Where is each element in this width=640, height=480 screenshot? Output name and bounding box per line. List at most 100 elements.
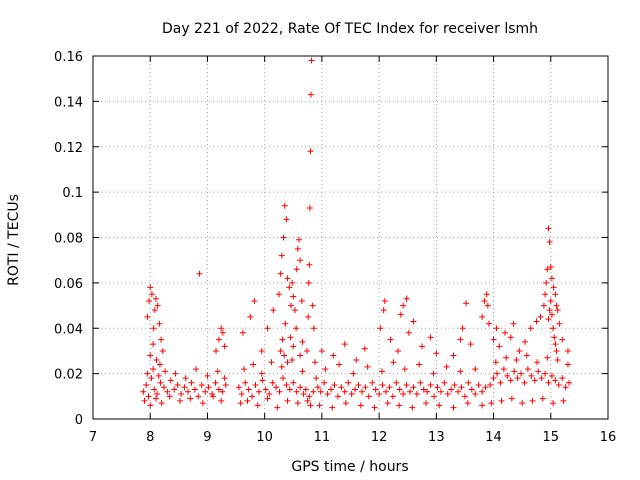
data-point: [174, 381, 181, 388]
data-point: [458, 384, 465, 391]
x-tick-label: 15: [543, 430, 560, 445]
data-point: [550, 284, 557, 291]
data-point: [182, 375, 189, 382]
data-point: [286, 284, 293, 291]
data-point: [424, 388, 431, 395]
data-point: [289, 357, 296, 364]
data-point: [221, 343, 228, 350]
data-point: [376, 391, 383, 398]
data-point: [242, 379, 249, 386]
data-point: [407, 388, 414, 395]
data-point: [548, 275, 555, 282]
data-point: [566, 379, 573, 386]
data-point: [237, 400, 244, 407]
data-point: [313, 375, 320, 382]
data-point: [275, 291, 282, 298]
x-tick-label: 16: [600, 430, 617, 445]
x-tick-label: 12: [371, 430, 388, 445]
data-point: [552, 377, 559, 384]
data-point: [266, 391, 273, 398]
data-point: [187, 395, 194, 402]
data-point: [417, 379, 424, 386]
data-points: [140, 57, 573, 411]
data-point: [148, 375, 155, 382]
data-point: [155, 372, 162, 379]
data-point: [455, 388, 462, 395]
data-point: [310, 325, 317, 332]
data-point: [198, 381, 205, 388]
data-point: [304, 347, 311, 354]
data-point: [188, 379, 195, 386]
data-point: [314, 384, 321, 391]
data-point: [213, 347, 220, 354]
axis-ticks: [92, 55, 609, 420]
data-point: [293, 325, 300, 332]
data-point: [160, 384, 167, 391]
data-point: [522, 338, 529, 345]
data-point: [270, 307, 277, 314]
data-point: [465, 379, 472, 386]
data-point: [396, 386, 403, 393]
data-point: [148, 291, 155, 298]
data-point: [397, 311, 404, 318]
data-point: [321, 379, 328, 386]
data-point: [443, 363, 450, 370]
data-point: [150, 341, 157, 348]
data-point: [362, 384, 369, 391]
data-point: [409, 404, 416, 411]
data-point: [472, 391, 479, 398]
data-point: [308, 57, 315, 64]
data-point: [269, 379, 276, 386]
data-point: [420, 386, 427, 393]
data-point: [508, 395, 515, 402]
data-point: [281, 202, 288, 209]
data-point: [156, 361, 163, 368]
data-point: [244, 397, 251, 404]
data-point: [249, 393, 256, 400]
data-point: [538, 375, 545, 382]
data-point: [297, 384, 304, 391]
data-point: [172, 370, 179, 377]
data-point: [245, 386, 252, 393]
data-point: [297, 352, 304, 359]
y-tick-labels: 0 0.02 0.04 0.06 0.08 0.1 0.12 0.14 0.16: [54, 50, 83, 428]
data-point: [559, 336, 566, 343]
data-point: [152, 395, 159, 402]
data-point: [497, 379, 504, 386]
data-point: [279, 336, 286, 343]
data-point: [306, 261, 313, 268]
data-point: [527, 325, 534, 332]
data-point: [150, 366, 157, 373]
data-point: [365, 393, 372, 400]
data-point: [336, 361, 343, 368]
data-point: [490, 375, 497, 382]
data-point: [284, 397, 291, 404]
data-point: [158, 336, 165, 343]
data-point: [316, 402, 323, 409]
data-point: [475, 381, 482, 388]
data-point: [259, 377, 266, 384]
data-point: [254, 402, 261, 409]
data-point: [280, 234, 287, 241]
data-point: [159, 347, 166, 354]
data-point: [143, 381, 150, 388]
data-point: [140, 388, 147, 395]
data-point: [156, 320, 163, 327]
data-point: [282, 320, 289, 327]
data-point: [554, 307, 561, 314]
data-point: [151, 386, 158, 393]
data-point: [364, 363, 371, 370]
data-point: [427, 381, 434, 388]
data-point: [394, 347, 401, 354]
data-point: [178, 391, 185, 398]
data-point: [258, 370, 265, 377]
data-point: [306, 393, 313, 400]
data-point: [284, 359, 291, 366]
x-tick-label: 13: [428, 430, 445, 445]
data-point: [214, 368, 221, 375]
data-point: [164, 388, 171, 395]
plot-frame: [92, 55, 609, 420]
y-tick-label: 0.06: [54, 277, 83, 292]
data-point: [241, 366, 248, 373]
data-point: [405, 329, 412, 336]
